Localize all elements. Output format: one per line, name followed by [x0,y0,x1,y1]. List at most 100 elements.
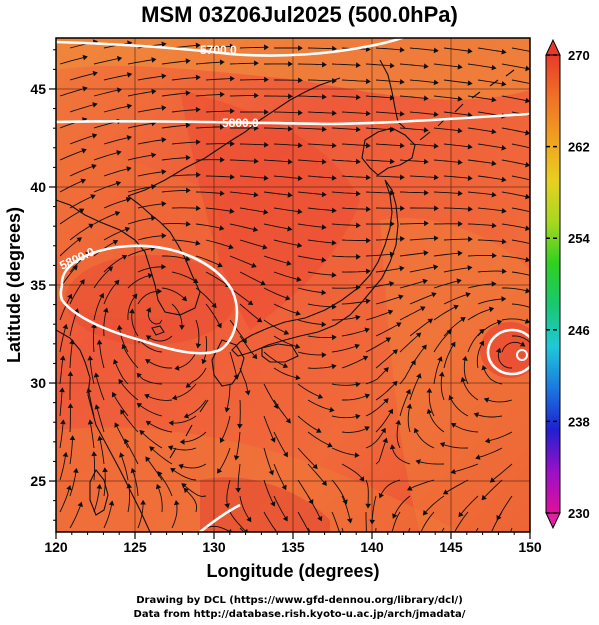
wind-arrowhead [285,295,291,301]
wind-arrowhead [321,321,327,328]
wind-streamline [103,105,132,113]
wind-streamline [433,252,462,257]
wind-arrowhead [390,535,394,539]
wind-streamline [229,319,247,343]
wind-arrowhead [531,345,535,349]
wind-arrowhead [385,337,392,343]
wind-arrowhead [286,260,292,266]
wind-arrowhead [489,477,496,483]
wind-arrowhead [297,142,303,149]
wind-streamline [365,253,394,257]
wind-arrowhead [81,148,87,154]
wind-streamline [87,388,95,417]
wind-streamline [195,255,223,267]
wind-arrowhead [365,503,372,509]
wind-streamline [467,159,496,165]
wind-arrowhead [392,349,398,355]
wind-streamline [433,159,462,164]
wind-streamline [59,87,87,97]
wind-streamline [229,511,248,532]
wind-streamline [331,316,360,321]
wind-arrowhead [387,309,394,316]
wind-arrowhead [389,251,395,258]
wind-streamline [477,143,506,149]
wind-streamline [144,394,173,401]
wind-arrowhead [216,322,222,329]
wind-streamline [239,46,269,49]
wind-arrowhead [439,442,446,448]
wind-arrowhead [108,500,115,506]
wind-arrowhead [126,135,132,141]
wind-streamline [443,47,472,52]
contour-label-5800-north: 5800.0 [222,116,259,130]
wind-streamline [263,351,288,368]
wind-arrowhead [433,235,439,242]
wind-streamline [171,108,200,113]
wind-streamline [220,415,231,443]
wind-arrowhead [392,513,398,519]
wind-arrowhead [185,256,191,262]
wind-arrowhead [317,393,324,399]
wind-arrowhead [406,403,413,409]
wind-streamline [195,223,224,230]
wind-streamline [409,344,427,369]
wind-streamline [273,367,300,379]
wind-arrowhead [536,211,540,215]
wind-streamline [391,511,401,532]
wind-arrowhead [192,278,199,284]
wind-streamline [239,207,268,214]
wind-arrowhead [416,373,422,379]
wind-arrowhead [254,125,259,131]
wind-arrowhead [453,304,459,310]
wind-arrowhead [229,208,235,214]
wind-arrowhead [331,334,337,341]
wind-arrowhead [479,328,485,335]
wind-arrowhead [389,444,396,450]
wind-streamline [137,266,166,273]
wind-arrowhead [321,257,327,263]
wind-arrowhead [145,307,152,313]
wind-arrowhead [355,94,361,101]
wind-streamline [399,252,428,257]
wind-arrowhead [185,58,191,64]
wind-streamline [59,420,64,449]
wind-arrowhead [331,207,337,214]
kuril-islands [419,69,515,141]
wind-arrowhead [161,232,167,239]
wind-streamline [375,143,404,147]
wind-streamline [229,191,258,196]
wind-streamline [273,111,303,114]
wind-arrowhead [415,332,422,338]
x-axis-label: Longitude (degrees) [206,561,379,581]
wind-arrowhead [118,378,124,385]
wind-arrowhead [257,543,261,547]
credit-data: Data from http://database.rish.kyoto-u.a… [133,609,466,620]
wind-streamline [120,409,139,433]
hot-patch [65,255,235,345]
wind-streamline [205,239,234,249]
wind-streamline [477,298,506,305]
wind-streamline [433,279,462,289]
wind-streamline [120,452,129,481]
wind-arrowhead [62,451,69,457]
wind-arrowhead [90,194,96,200]
contour-5800-south [199,503,241,532]
wind-arrowhead [316,427,322,433]
wind-streamline [477,270,507,273]
wind-streamline [263,479,275,507]
wind-arrowhead [331,363,337,370]
wind-streamline [433,63,462,68]
wind-arrowhead [170,467,176,473]
wind-streamline [161,287,187,301]
wind-streamline [239,271,266,286]
wind-arrowhead [174,365,180,371]
wind-arrowhead [356,253,361,260]
wind-arrowhead [457,127,463,134]
wind-streamline [235,431,241,460]
wind-arrowhead [247,300,254,306]
sakhalin-coast [379,59,406,129]
wind-streamline [103,73,132,81]
wind-arrowhead [145,456,151,462]
wind-arrowhead [185,122,191,129]
wind-arrowhead [229,43,235,50]
